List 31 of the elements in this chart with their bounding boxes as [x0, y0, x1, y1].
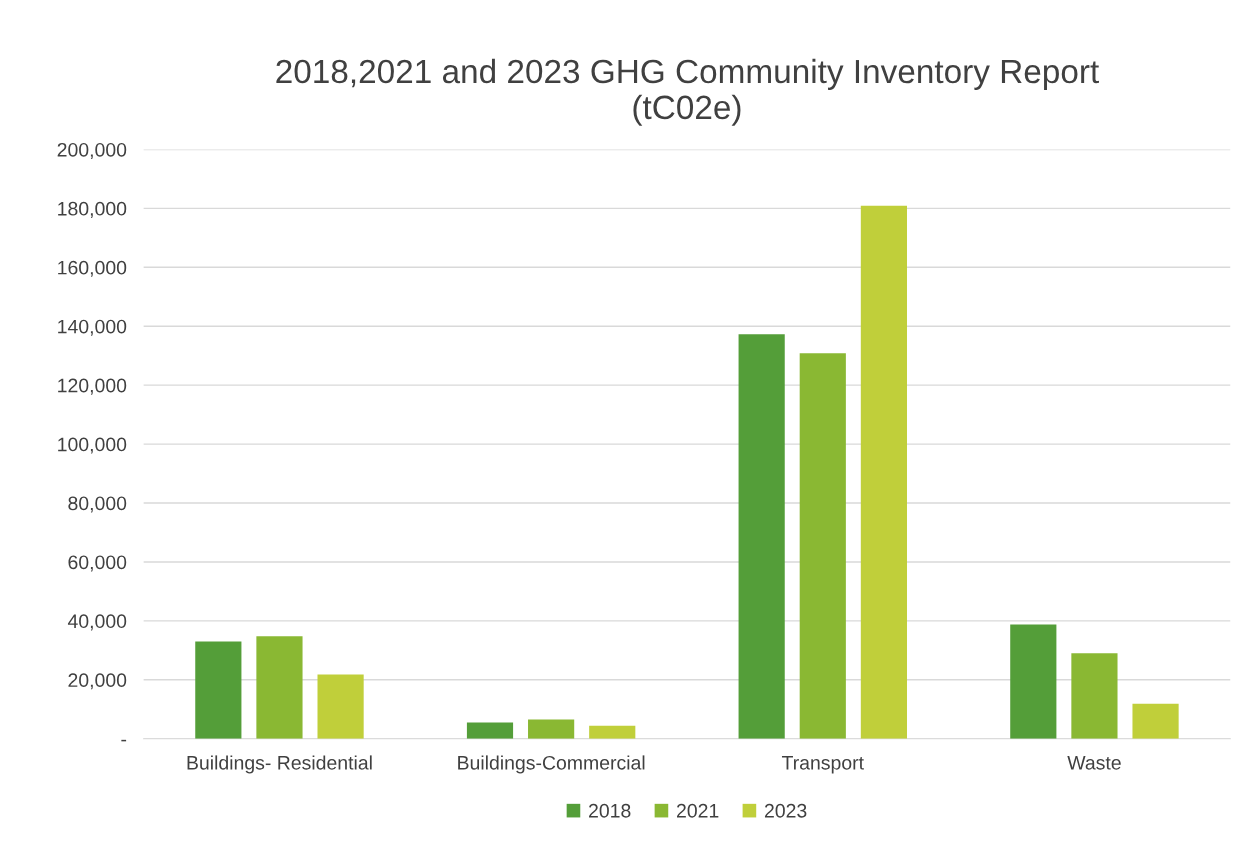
y-tick-label: 120,000 — [58, 378, 127, 395]
legend-label: 2018 — [589, 803, 631, 818]
bar — [738, 334, 785, 739]
bar — [317, 674, 364, 739]
y-tick-label: - — [121, 739, 127, 742]
y-tick-label: 80,000 — [68, 496, 127, 513]
bar — [1132, 703, 1179, 739]
x-tick-label: Waste — [1067, 756, 1121, 770]
chart-title: 2018,2021 and 2023 GHG Community Inventory Report (tC02e) — [276, 58, 1100, 126]
legend-label: 2023 — [764, 803, 807, 818]
bar — [860, 205, 907, 739]
bar — [528, 719, 575, 739]
y-tick-label: 20,000 — [68, 673, 127, 690]
y-tick-label: 40,000 — [67, 614, 127, 631]
y-tick-label: 60,000 — [68, 555, 127, 572]
bar — [256, 636, 303, 739]
y-tick-label: 160,000 — [58, 260, 127, 277]
legend-label: 2021 — [677, 803, 719, 818]
y-tick-label: 200,000 — [57, 142, 127, 159]
bar — [1010, 624, 1057, 739]
bar — [799, 353, 846, 739]
bar — [466, 722, 514, 739]
y-tick-label: 140,000 — [58, 319, 127, 336]
y-tick-label: 180,000 — [58, 201, 127, 218]
x-tick-label: Buildings-Commercial — [458, 755, 645, 774]
x-tick-label: Transport — [781, 756, 864, 774]
x-tick-label: Buildings- Residential — [187, 755, 372, 774]
bar — [589, 725, 636, 739]
bar — [1071, 653, 1118, 739]
bar — [195, 641, 242, 739]
y-tick-label: 100,000 — [58, 437, 127, 454]
